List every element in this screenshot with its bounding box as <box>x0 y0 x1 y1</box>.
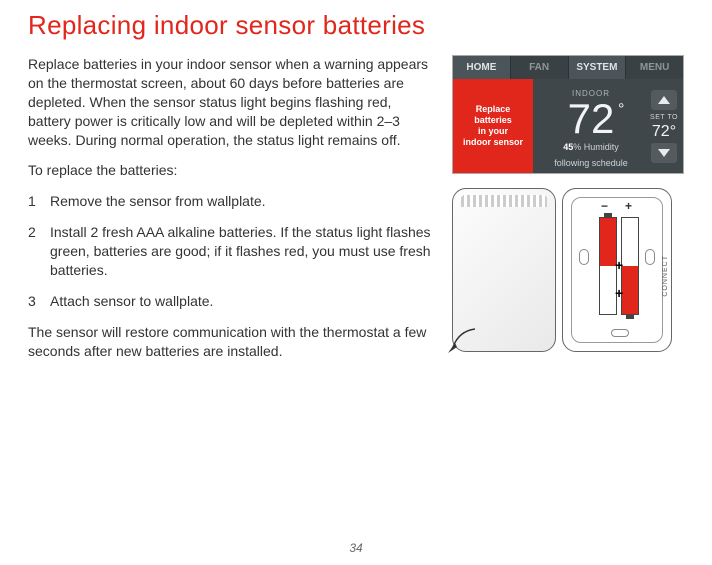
sensor-front-view <box>452 188 556 352</box>
alert-line-1: Replace batteries <box>457 104 529 127</box>
polarity-minus-icon: − <box>601 199 608 213</box>
polarity-plus-icon: + <box>625 199 632 213</box>
mount-hole-bottom <box>611 329 629 337</box>
tab-system[interactable]: SYSTEM <box>569 56 627 79</box>
temp-down-button[interactable] <box>651 143 677 163</box>
lead-in: To replace the batteries: <box>28 161 434 180</box>
thermostat-tabs: HOME FAN SYSTEM MENU <box>453 56 683 79</box>
humidity-label: Humidity <box>581 142 619 152</box>
page-number: 34 <box>0 541 712 555</box>
battery-right <box>621 217 639 315</box>
polarity-plus-lower-icon: + <box>615 285 623 301</box>
temperature-value: 72 <box>568 95 615 142</box>
steps-list: 1 Remove the sensor from wallplate. 2 In… <box>28 192 434 310</box>
temperature-column: INDOOR 72° 45% Humidity following schedu… <box>533 79 649 173</box>
thermostat-body: Replace batteries in your indoor sensor … <box>453 79 683 173</box>
humidity-value: 45 <box>563 142 573 152</box>
thermostat-screenshot: HOME FAN SYSTEM MENU Replace batteries i… <box>452 55 684 174</box>
tab-home[interactable]: HOME <box>453 56 511 79</box>
sensor-wallplate-view: − + + + CONNECT <box>562 188 672 352</box>
degree-symbol: ° <box>618 102 624 118</box>
step-number: 3 <box>28 292 50 311</box>
step-text: Attach sensor to wallplate. <box>50 292 213 311</box>
humidity-readout: 45% Humidity <box>563 142 619 152</box>
indoor-temperature: 72° <box>568 98 615 140</box>
schedule-status: following schedule <box>554 158 628 168</box>
alert-line-3: indoor sensor <box>457 137 529 148</box>
step-number: 2 <box>28 223 50 280</box>
arrow-up-icon <box>658 96 670 104</box>
page-title: Replacing indoor sensor batteries <box>28 10 684 41</box>
mount-hole-left <box>579 249 589 265</box>
mount-hole-right <box>645 249 655 265</box>
sensor-diagram: − + + + CONNECT <box>452 188 684 352</box>
step-text: Remove the sensor from wallplate. <box>50 192 266 211</box>
set-to-label: SET TO <box>650 114 678 121</box>
step-number: 1 <box>28 192 50 211</box>
step-text: Install 2 fresh AAA alkaline batteries. … <box>50 223 434 280</box>
battery-alert: Replace batteries in your indoor sensor <box>453 79 533 173</box>
connect-label: CONNECT <box>662 255 669 297</box>
closing-paragraph: The sensor will restore communication wi… <box>28 323 434 361</box>
step-1: 1 Remove the sensor from wallplate. <box>28 192 434 211</box>
intro-paragraph: Replace batteries in your indoor sensor … <box>28 55 434 149</box>
figure-column: HOME FAN SYSTEM MENU Replace batteries i… <box>452 55 684 373</box>
polarity-plus-center-icon: + <box>615 257 623 273</box>
temp-up-button[interactable] <box>651 90 677 110</box>
main-content: Replace batteries in your indoor sensor … <box>28 55 684 373</box>
tab-fan[interactable]: FAN <box>511 56 569 79</box>
removal-arrow-icon <box>445 325 481 355</box>
text-column: Replace batteries in your indoor sensor … <box>28 55 434 373</box>
tab-menu[interactable]: MENU <box>626 56 683 79</box>
set-temperature-column: SET TO 72° <box>649 79 683 173</box>
step-2: 2 Install 2 fresh AAA alkaline batteries… <box>28 223 434 280</box>
step-3: 3 Attach sensor to wallplate. <box>28 292 434 311</box>
arrow-down-icon <box>658 149 670 157</box>
set-to-value: 72° <box>652 123 676 141</box>
alert-line-2: in your <box>457 126 529 137</box>
